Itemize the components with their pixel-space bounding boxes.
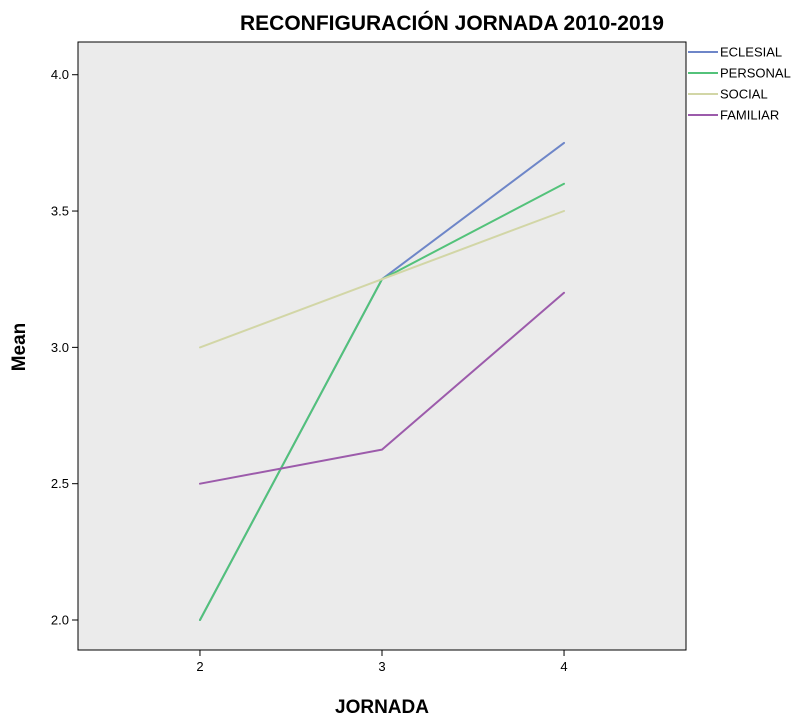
x-axis-label: JORNADA	[335, 697, 429, 715]
y-axis: 2.0 2.5 3.0 3.5 4.0	[51, 67, 78, 628]
y-tick-label: 4.0	[51, 67, 69, 82]
chart-title: RECONFIGURACIÓN JORNADA 2010-2019	[240, 11, 664, 35]
legend-label-familiar: FAMILIAR	[720, 108, 779, 123]
y-axis-label: Mean	[9, 323, 30, 372]
x-tick-label: 3	[378, 659, 385, 674]
y-tick-label: 3.5	[51, 204, 69, 219]
series-line-familiar	[199, 291, 565, 485]
y-tick-label: 2.5	[51, 476, 69, 491]
x-axis: 2 3 4	[196, 650, 568, 674]
series-layer	[199, 141, 565, 621]
legend-label-personal: PERSONAL	[720, 66, 791, 81]
legend-label-social: SOCIAL	[720, 87, 768, 102]
x-tick-label: 2	[196, 659, 203, 674]
y-tick-label: 3.0	[51, 340, 69, 355]
series-line-social	[199, 210, 565, 349]
y-tick-label: 2.0	[51, 613, 69, 628]
plot-area	[77, 41, 687, 651]
legend-label-eclesial: ECLESIAL	[720, 45, 782, 60]
legend: ECLESIAL PERSONAL SOCIAL FAMILIAR	[688, 45, 791, 123]
x-tick-label: 4	[560, 659, 567, 674]
